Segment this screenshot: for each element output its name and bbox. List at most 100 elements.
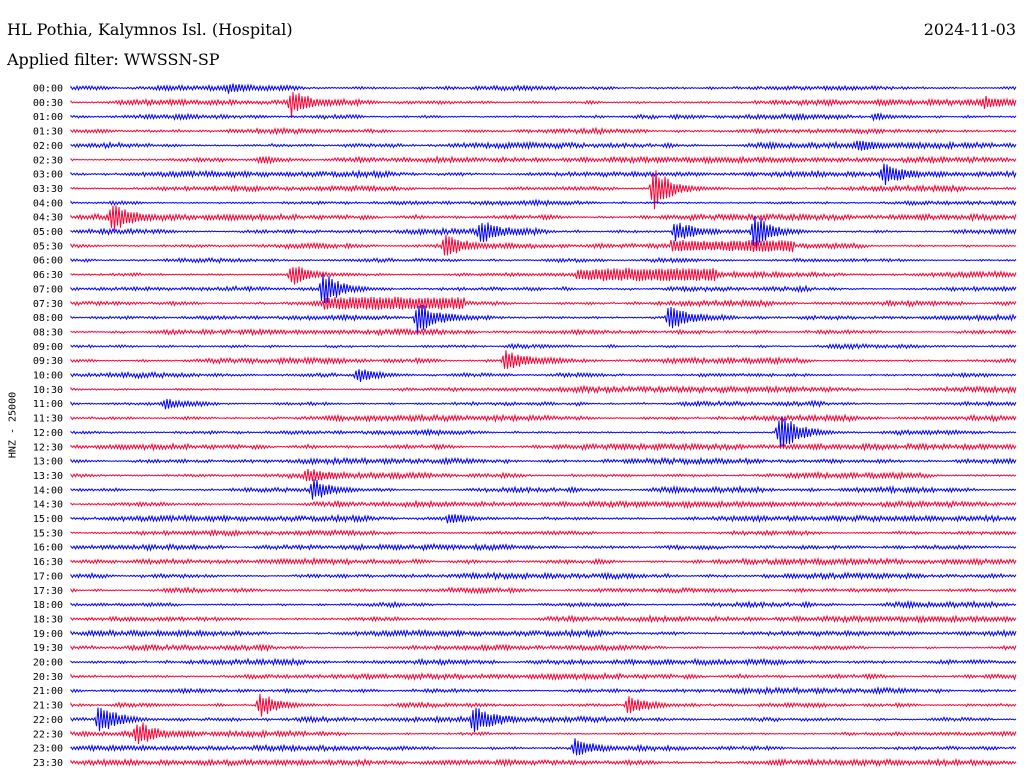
seismogram-trace: [70, 722, 1017, 744]
seismogram-trace: [70, 499, 1017, 509]
seismogram-trace: [70, 671, 1017, 682]
seismogram-trace: [70, 170, 1017, 210]
station-title: HL Pothia, Kalymnos Isl. (Hospital): [7, 20, 293, 39]
row-time-label: 12:30: [33, 442, 63, 453]
row-time-label: 02:00: [33, 141, 63, 152]
seismogram-trace: [70, 126, 1017, 136]
row-time-label: 18:30: [33, 614, 63, 625]
seismogram-trace: [70, 304, 1017, 334]
row-time-label: 00:00: [33, 84, 63, 95]
seismogram-trace: [70, 91, 1017, 117]
seismogram-trace: [70, 416, 1017, 449]
seismogram-trace: [70, 685, 1017, 696]
row-time-label: 06:30: [33, 270, 63, 281]
seismogram-trace: [70, 513, 1017, 524]
seismogram-trace: [70, 198, 1017, 207]
seismogram-trace: [70, 111, 1017, 122]
seismogram-trace: [70, 266, 1017, 285]
row-time-label: 03:00: [33, 170, 63, 181]
row-time-label: 13:00: [33, 457, 63, 468]
seismogram-trace: [70, 216, 1017, 249]
row-time-label: 17:00: [33, 571, 63, 582]
seismogram-trace: [70, 350, 1017, 369]
seismogram-trace: [70, 327, 1017, 337]
row-time-label: 03:30: [33, 184, 63, 195]
row-time-label: 22:30: [33, 729, 63, 740]
row-time-label: 14:30: [33, 500, 63, 511]
row-time-label: 01:00: [33, 112, 63, 123]
seismogram-trace: [70, 163, 1017, 186]
seismogram-trace: [70, 234, 1017, 256]
row-time-label: 07:30: [33, 299, 63, 310]
seismogram-trace: [70, 442, 1017, 452]
seismogram-trace: [70, 384, 1017, 395]
row-time-label: 11:30: [33, 414, 63, 425]
seismogram-trace: [70, 657, 1017, 667]
row-time-label: 15:30: [33, 528, 63, 539]
seismogram-trace: [70, 256, 1017, 264]
seismogram-trace: [70, 614, 1017, 624]
row-time-label: 05:00: [33, 227, 63, 238]
seismogram-trace: [70, 693, 1017, 717]
row-time-label: 08:30: [33, 327, 63, 338]
row-time-label: 10:00: [33, 371, 63, 382]
row-time-label: 11:00: [33, 399, 63, 410]
row-time-label: 21:30: [33, 701, 63, 712]
row-time-label: 00:30: [33, 98, 63, 109]
seismogram-trace: [70, 154, 1017, 165]
seismogram-trace: [70, 342, 1017, 351]
row-time-label: 20:30: [33, 672, 63, 683]
row-time-label: 20:00: [33, 658, 63, 669]
row-time-label: 06:00: [33, 256, 63, 267]
seismogram-trace: [70, 479, 1017, 500]
filter-label: Applied filter: WWSSN-SP: [7, 50, 220, 69]
row-time-label: 04:00: [33, 198, 63, 209]
row-time-label: 18:00: [33, 600, 63, 611]
seismogram-trace: [70, 83, 1017, 94]
row-time-label: 14:00: [33, 485, 63, 496]
row-time-label: 01:30: [33, 127, 63, 138]
row-time-label: 23:30: [33, 758, 63, 769]
row-time-label: 10:30: [33, 385, 63, 396]
seismogram-trace: [70, 643, 1017, 653]
row-time-label: 08:00: [33, 313, 63, 324]
seismogram-trace: [70, 456, 1017, 466]
row-time-label: 22:00: [33, 715, 63, 726]
seismogram-trace: [70, 599, 1017, 610]
row-time-label: 16:00: [33, 543, 63, 554]
seismogram-trace: [70, 528, 1017, 537]
row-time-label: 02:30: [33, 155, 63, 166]
seismogram-trace: [70, 542, 1017, 552]
row-time-label: 04:30: [33, 213, 63, 224]
seismogram-trace: [70, 707, 1017, 733]
seismogram-trace: [70, 296, 1017, 310]
seismogram-trace: [70, 205, 1017, 231]
row-time-label: 05:30: [33, 241, 63, 252]
seismogram-trace: [70, 369, 1017, 382]
seismogram-trace: [70, 274, 1017, 304]
row-time-label: 09:00: [33, 342, 63, 353]
row-time-label: 12:00: [33, 428, 63, 439]
row-time-label: 15:00: [33, 514, 63, 525]
seismogram-trace: [70, 140, 1017, 151]
seismogram-trace: [70, 556, 1017, 567]
seismogram-trace: [70, 757, 1017, 768]
row-time-label: 23:00: [33, 744, 63, 755]
row-time-label: 19:30: [33, 643, 63, 654]
row-time-label: 09:30: [33, 356, 63, 367]
date-label: 2024-11-03: [923, 20, 1016, 39]
seismogram-trace: [70, 628, 1017, 639]
seismogram-trace: [70, 399, 1017, 410]
row-time-label: 17:30: [33, 586, 63, 597]
seismogram-trace: [70, 586, 1017, 595]
row-time-label: 07:00: [33, 284, 63, 295]
seismogram-trace: [70, 413, 1017, 423]
row-time-label: 16:30: [33, 557, 63, 568]
seismogram-trace: [70, 571, 1017, 581]
seismogram-trace: [70, 469, 1017, 482]
row-time-label: 13:30: [33, 471, 63, 482]
row-time-label: 21:00: [33, 686, 63, 697]
seismogram-trace: [70, 738, 1017, 756]
row-time-label: 19:00: [33, 629, 63, 640]
